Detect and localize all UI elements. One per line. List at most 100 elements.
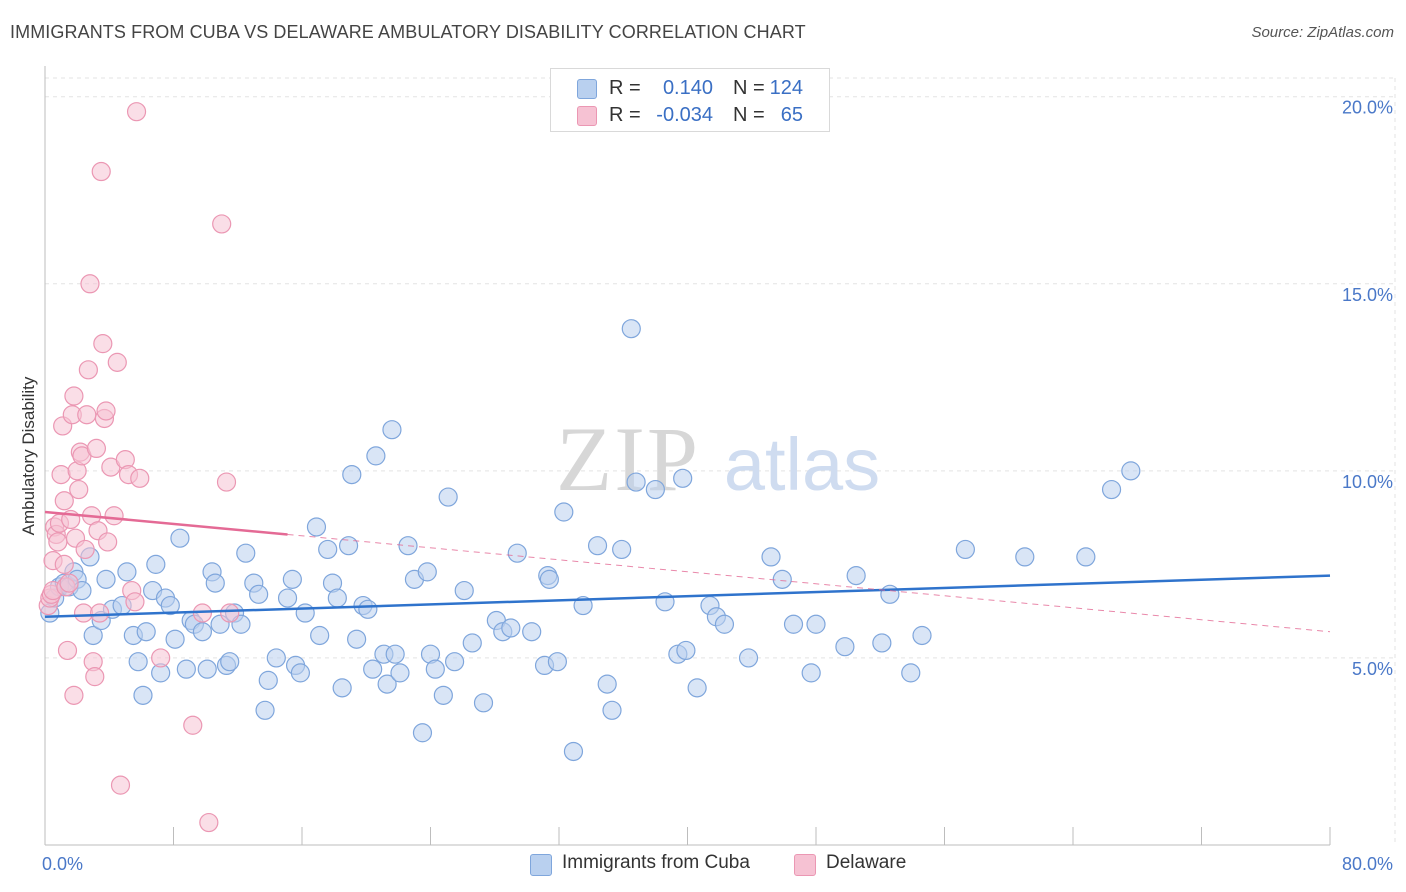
point-cuba [563, 741, 584, 762]
point-delaware [126, 102, 147, 122]
point-cuba [673, 468, 693, 488]
point-delaware [73, 603, 94, 623]
legend-swatch-blue [530, 854, 552, 876]
n-label: N = [733, 77, 765, 99]
point-cuba [587, 536, 608, 556]
point-cuba [425, 659, 445, 679]
point-cuba [366, 446, 386, 466]
point-cuba [255, 700, 275, 720]
point-delaware [64, 685, 84, 705]
series-legend: Immigrants from Cuba Delaware [0, 852, 1406, 878]
point-cuba [220, 652, 240, 672]
point-cuba [621, 319, 641, 339]
point-cuba [398, 536, 418, 556]
point-delaware [125, 592, 145, 612]
point-cuba [96, 569, 116, 589]
y-axis-title: Ambulatory Disability [19, 376, 38, 535]
r-value: 0.140 [662, 77, 713, 99]
point-cuba [880, 584, 900, 604]
point-cuba [783, 614, 804, 634]
data-points [38, 102, 1141, 833]
point-cuba [363, 659, 383, 679]
trend-lines [44, 510, 1331, 633]
point-delaware [130, 468, 150, 488]
point-delaware [77, 405, 97, 425]
point-delaware [183, 715, 203, 735]
point-cuba [128, 652, 148, 672]
point-delaware [220, 603, 240, 623]
axes [44, 66, 1331, 846]
point-delaware [69, 479, 89, 500]
x-tick-label: 80.0% [1342, 854, 1393, 874]
point-cuba [310, 625, 330, 646]
gridlines [45, 77, 1396, 845]
legend-label-delaware: Delaware [826, 852, 907, 873]
legend-swatch-pink [577, 106, 597, 126]
point-cuba [738, 648, 759, 668]
point-delaware [107, 352, 127, 372]
point-delaware [90, 603, 110, 623]
point-cuba [522, 622, 542, 642]
point-cuba [390, 663, 410, 683]
point-cuba [912, 625, 932, 646]
point-cuba [342, 464, 362, 485]
point-cuba [846, 566, 866, 586]
point-delaware [85, 667, 105, 687]
point-cuba [901, 663, 921, 683]
y-tick-label: 20.0% [1342, 98, 1393, 118]
point-delaware [93, 334, 113, 354]
point-cuba [501, 618, 521, 638]
point-delaware [54, 554, 74, 574]
point-cuba [146, 554, 166, 574]
point-cuba [1101, 479, 1122, 500]
trend-line-cuba [44, 574, 1331, 619]
point-cuba [539, 569, 559, 589]
point-delaware [96, 401, 116, 421]
point-cuba [761, 547, 781, 567]
point-delaware [59, 573, 79, 593]
point-cuba [412, 723, 433, 743]
point-cuba [1015, 547, 1035, 567]
point-cuba [117, 562, 137, 582]
point-cuba [806, 614, 826, 634]
point-cuba [358, 599, 378, 619]
point-cuba [382, 420, 402, 440]
point-cuba [192, 622, 213, 642]
point-delaware [80, 274, 100, 294]
point-cuba [1076, 547, 1096, 567]
legend-row-delaware: R = -0.034 N = 65 [551, 102, 829, 128]
point-cuba [462, 633, 482, 653]
r-label: R = [609, 77, 641, 99]
point-cuba [266, 648, 286, 668]
point-cuba [597, 674, 617, 694]
point-cuba [165, 629, 185, 649]
y-tick-label: 10.0% [1342, 472, 1393, 492]
point-delaware [98, 532, 118, 552]
r-label: R = [609, 104, 641, 126]
point-cuba [133, 685, 153, 705]
point-cuba [547, 652, 567, 672]
point-cuba [473, 693, 494, 713]
point-cuba [454, 580, 474, 601]
point-cuba [197, 659, 217, 679]
point-cuba [385, 644, 405, 664]
point-cuba [83, 625, 103, 646]
point-cuba [327, 588, 347, 608]
point-cuba [676, 640, 696, 661]
axis-labels: 5.0% 10.0% 15.0% 20.0% 0.0% 80.0% [42, 98, 1393, 874]
point-cuba [573, 595, 593, 616]
point-delaware [78, 360, 98, 380]
watermark-atlas: atlas [724, 423, 880, 506]
point-cuba [290, 663, 310, 683]
point-cuba [433, 685, 453, 705]
point-cuba [1121, 461, 1141, 481]
legend-swatch-blue [577, 79, 597, 99]
x-tick-label: 0.0% [42, 854, 83, 874]
r-value: -0.034 [656, 104, 713, 126]
point-delaware [216, 472, 237, 492]
point-delaware [51, 464, 71, 485]
point-delaware [151, 648, 171, 668]
point-cuba [205, 573, 225, 593]
watermark: ZIP atlas [556, 408, 880, 510]
